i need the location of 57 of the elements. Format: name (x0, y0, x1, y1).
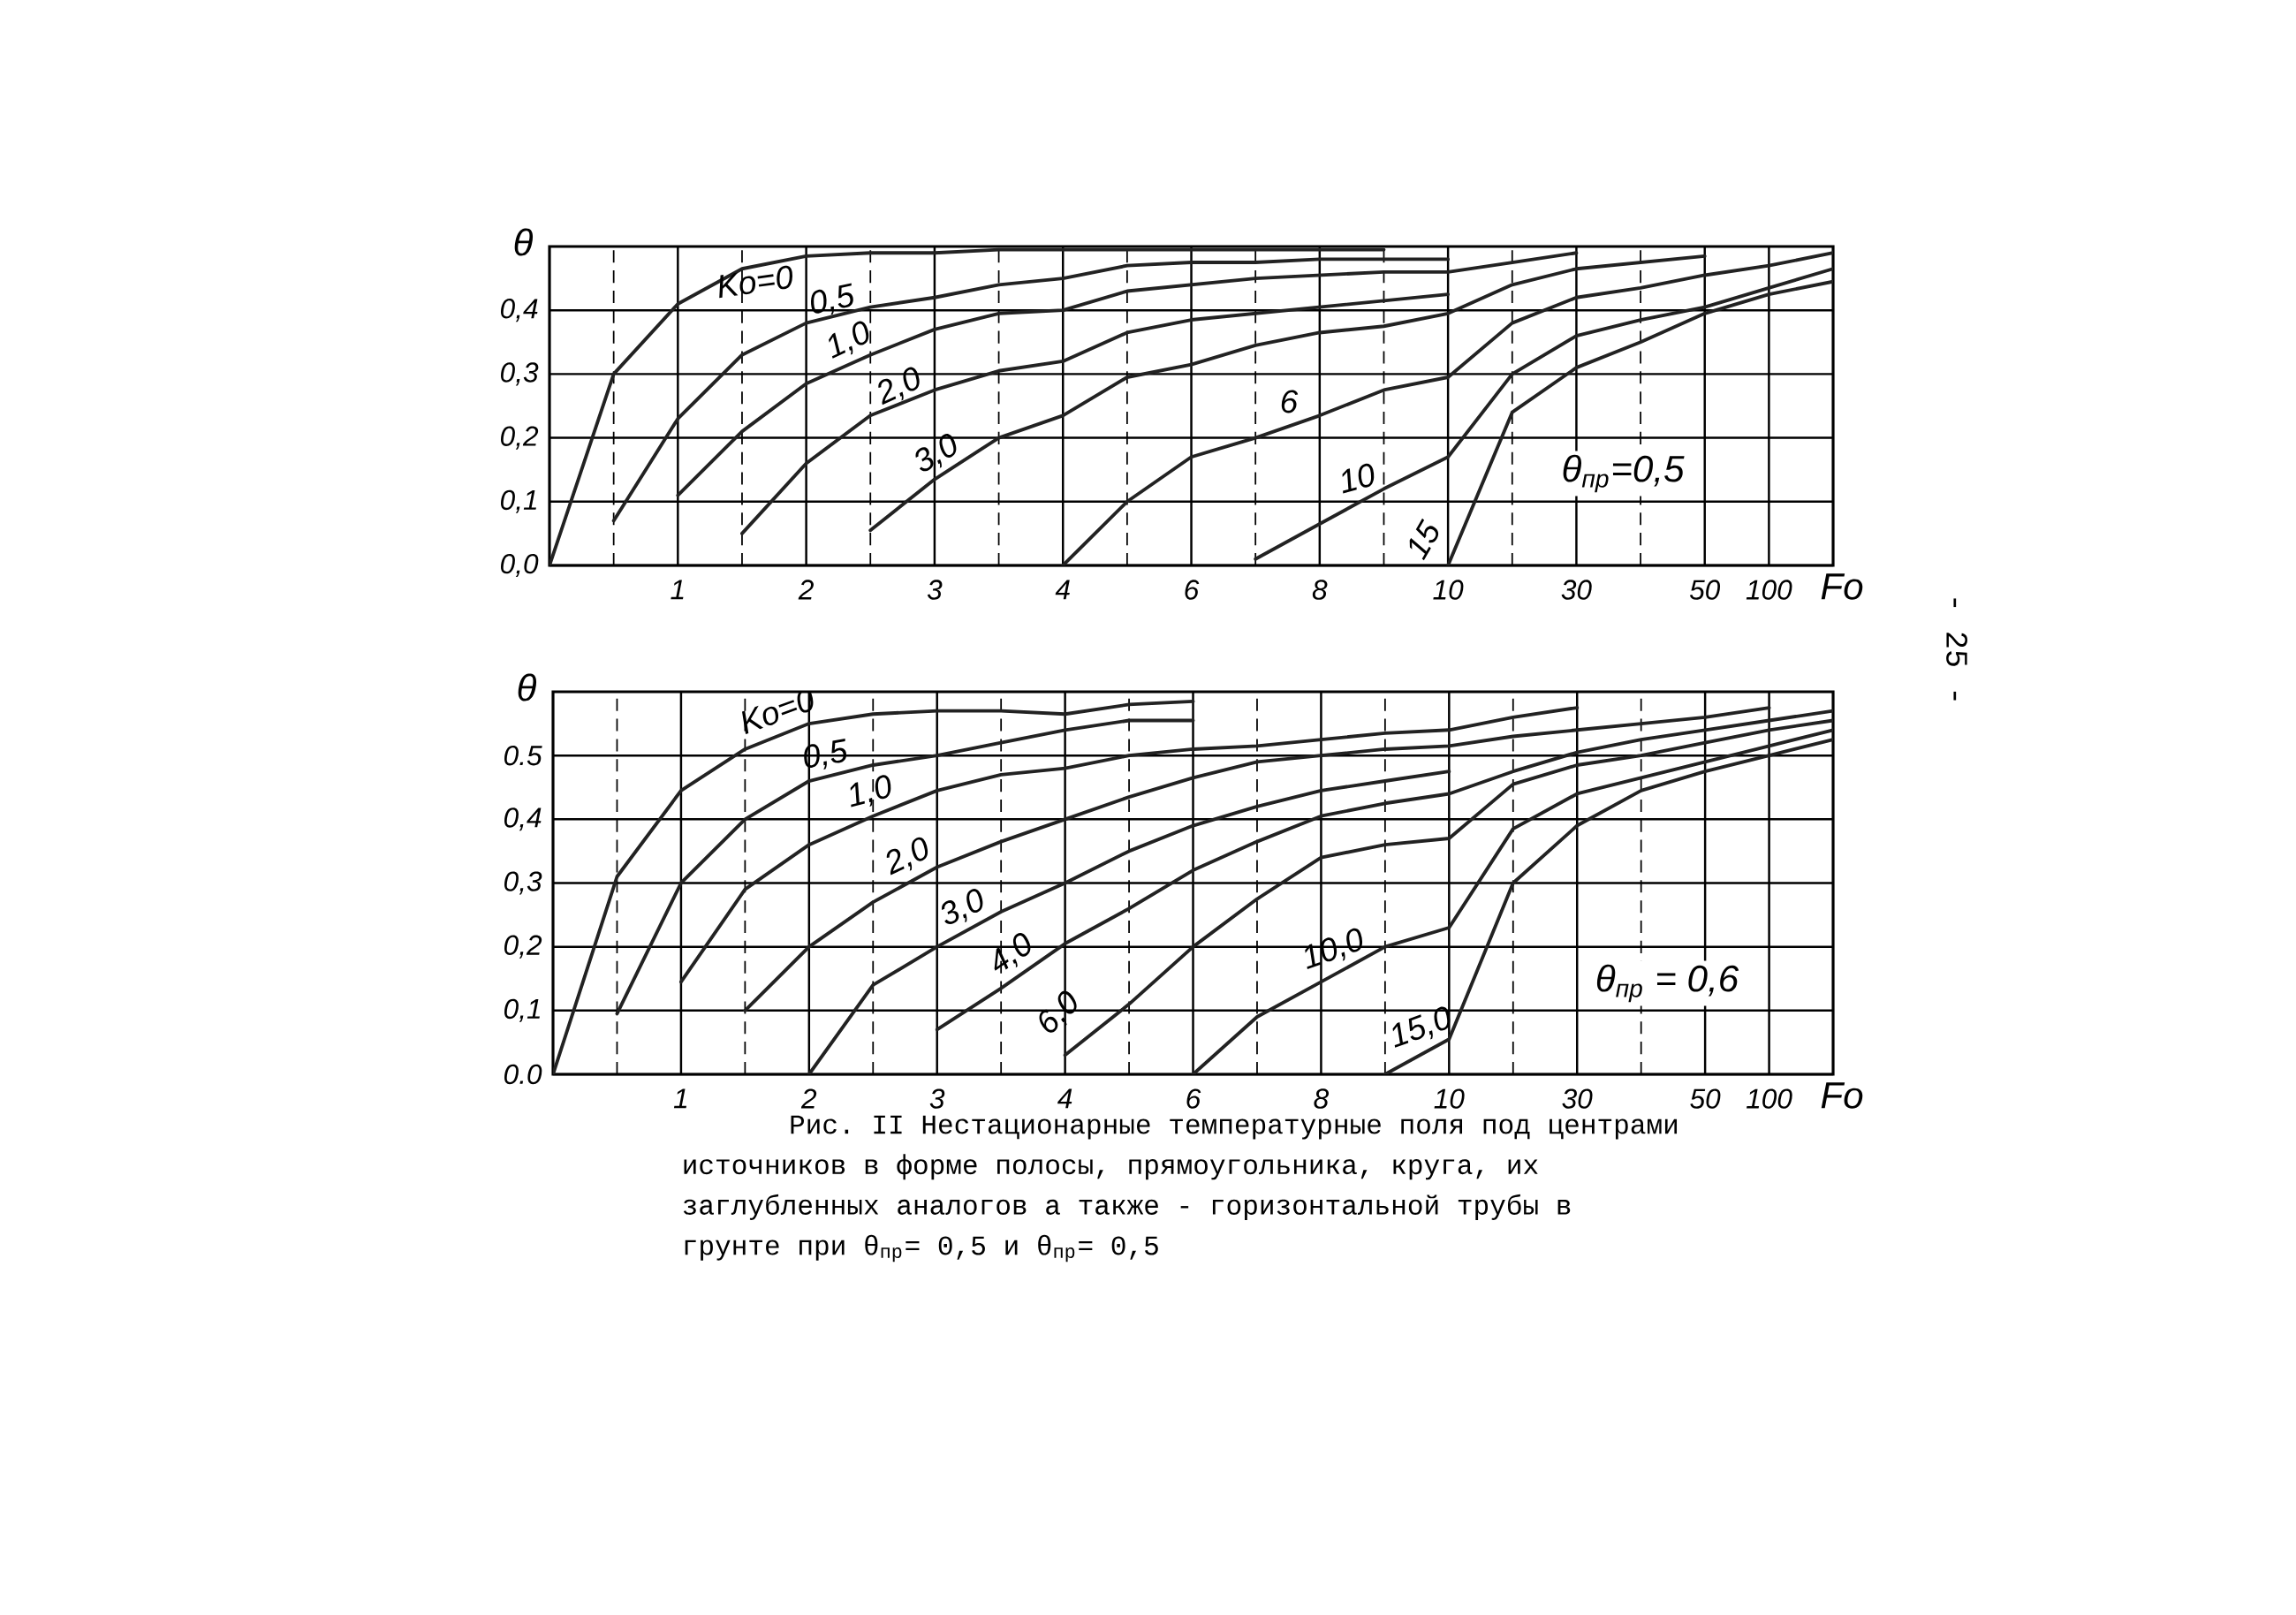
x-tick-label: 3 (929, 1088, 945, 1109)
x-tick-label: 50 (1690, 1088, 1721, 1109)
y-axis-title: θ (518, 673, 537, 701)
x-tick-label: 6 (1185, 580, 1200, 600)
x-tick-label: 2 (800, 1088, 817, 1109)
y-tick-label: 0,1 (501, 489, 536, 513)
line-series (1061, 251, 1834, 565)
x-tick-label: 50 (1689, 580, 1721, 600)
text: 2,0 (886, 837, 928, 876)
annotation: θ$_{пр}$ = 0,6 (1596, 964, 1739, 1003)
y-tick-label: 0,2 (504, 935, 542, 959)
x-tick-label: 30 (1561, 580, 1592, 600)
line-series (807, 770, 1451, 1074)
text: 1,0 (829, 321, 869, 359)
x-tick-label: 100 (1746, 580, 1792, 600)
text: - 25 - (1946, 598, 1967, 701)
y-tick-label: 0,0 (501, 553, 539, 578)
x-axis-title: Fo (1821, 573, 1863, 600)
y-tick-label: 0,4 (501, 299, 538, 322)
text: 4,0 (994, 932, 1031, 971)
y-tick-label: 0,3 (504, 871, 542, 895)
x-axis-title: Fo (1821, 1082, 1863, 1109)
line-series (1383, 738, 1834, 1074)
text: 10 (1342, 463, 1375, 494)
line-series (1191, 728, 1834, 1074)
x-tick-label: 4 (1057, 1088, 1072, 1109)
text: 2,0 (878, 367, 920, 406)
x-tick-label: 8 (1312, 580, 1328, 600)
x-tick-label: 10 (1434, 1088, 1465, 1109)
text: 15 (1409, 518, 1439, 561)
line-series (1446, 279, 1834, 565)
line-series (1254, 267, 1834, 561)
x-tick-label: 10 (1433, 580, 1464, 600)
x-tick-label: 6 (1186, 1088, 1201, 1109)
text: Ko=0 (719, 265, 793, 299)
x-tick-label: 8 (1314, 1088, 1330, 1109)
x-tick-label: 2 (798, 580, 814, 600)
y-tick-label: 0,2 (501, 426, 539, 450)
x-tick-label: 30 (1562, 1088, 1593, 1109)
x-tick-label: 3 (927, 580, 943, 600)
text: 1,0 (850, 775, 891, 808)
text: 3,0 (942, 889, 983, 925)
x-tick-label: 100 (1747, 1088, 1792, 1109)
y-tick-label: 0,1 (504, 998, 540, 1022)
x-tick-label: 4 (1055, 580, 1070, 600)
annotation: θ$_{пр}$=0,5 (1563, 454, 1685, 493)
y-axis-title: θ (514, 228, 534, 256)
text: 15,0 (1392, 1006, 1451, 1048)
text: 3,0 (915, 434, 957, 472)
series-label: 6 (1281, 390, 1299, 413)
y-tick-label: 0,4 (504, 808, 542, 831)
y-tick-label: 0.5 (504, 745, 542, 766)
y-tick-label: 0,3 (501, 362, 539, 386)
text: Рис. II Нестационарные температурные поля под центрами источников в форме полосы, прямоугольника, круга, их заглубленных аналогов а также - горизонтальной трубы в грунте при θ$_{пр}$= 0,5 и θ$_{пр}$= 0,5 (683, 1115, 1678, 1262)
y-tick-label: 0.0 (504, 1064, 542, 1085)
x-tick-label: 1 (673, 1088, 687, 1109)
x-tick-label: 1 (671, 580, 684, 600)
